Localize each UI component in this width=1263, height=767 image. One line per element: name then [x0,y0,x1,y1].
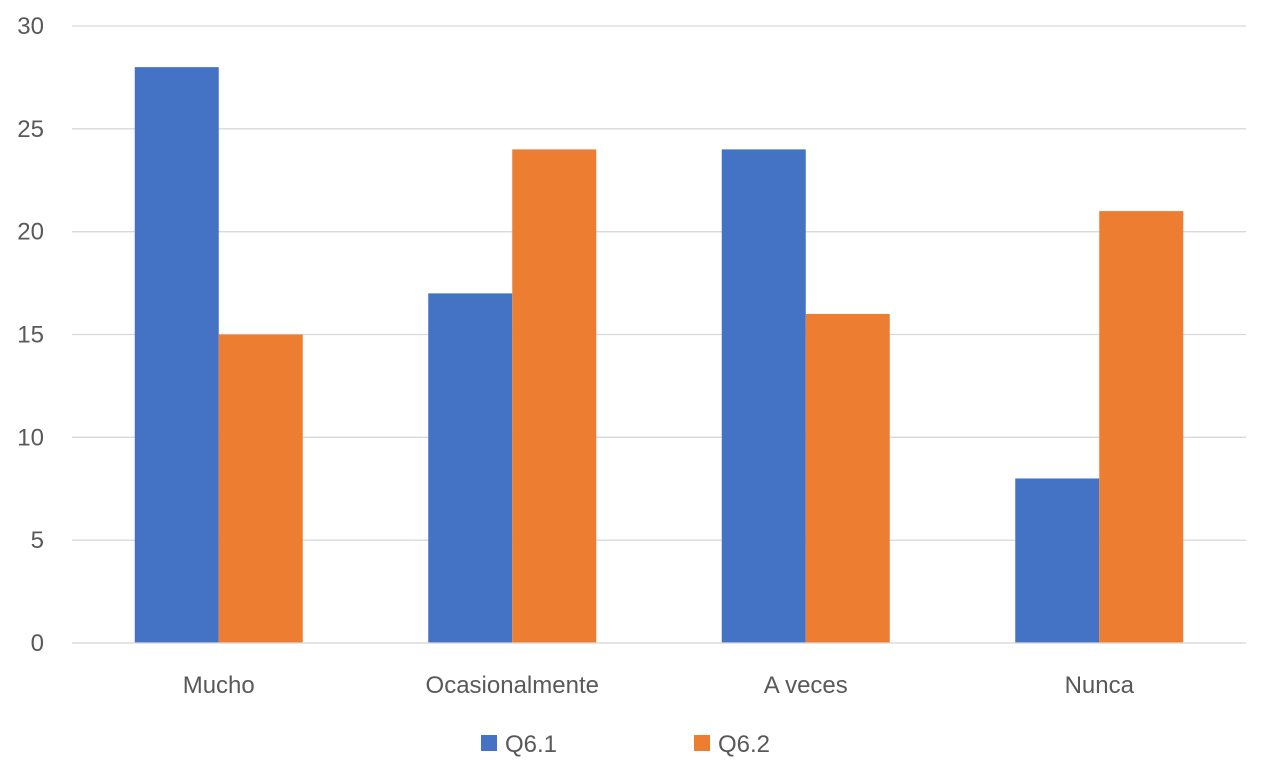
x-tick-label: A veces [764,672,848,699]
x-tick-label: Ocasionalmente [426,672,599,699]
bar-q6-2 [805,313,890,643]
y-axis: 0 5 10 15 20 25 30 [17,13,44,657]
legend-swatch [481,735,497,751]
bar-q6-1 [721,149,806,643]
x-axis: Mucho Ocasionalmente A veces Nunca [72,642,1246,699]
bar-q6-2 [1099,211,1184,643]
x-tick-label: Nunca [1065,672,1135,699]
y-tick-label: 0 [31,630,44,657]
y-tick-label: 10 [17,424,44,451]
y-tick-label: 25 [17,116,44,143]
legend-swatch [694,735,710,751]
bar-q6-2 [512,149,597,643]
bar-q6-1 [134,67,219,644]
bars [134,67,1184,644]
y-tick-label: 15 [17,322,44,349]
y-tick-label: 30 [17,13,44,40]
bar-q6-2 [218,334,303,643]
bar-q6-1 [1015,478,1100,643]
y-tick-label: 20 [17,219,44,246]
y-tick-label: 5 [31,527,44,554]
legend-label: Q6.1 [505,731,557,758]
bar-q6-1 [428,293,513,643]
legend-label: Q6.2 [718,731,770,758]
legend: Q6.1 Q6.2 [481,731,770,758]
x-tick-label: Mucho [183,672,255,699]
